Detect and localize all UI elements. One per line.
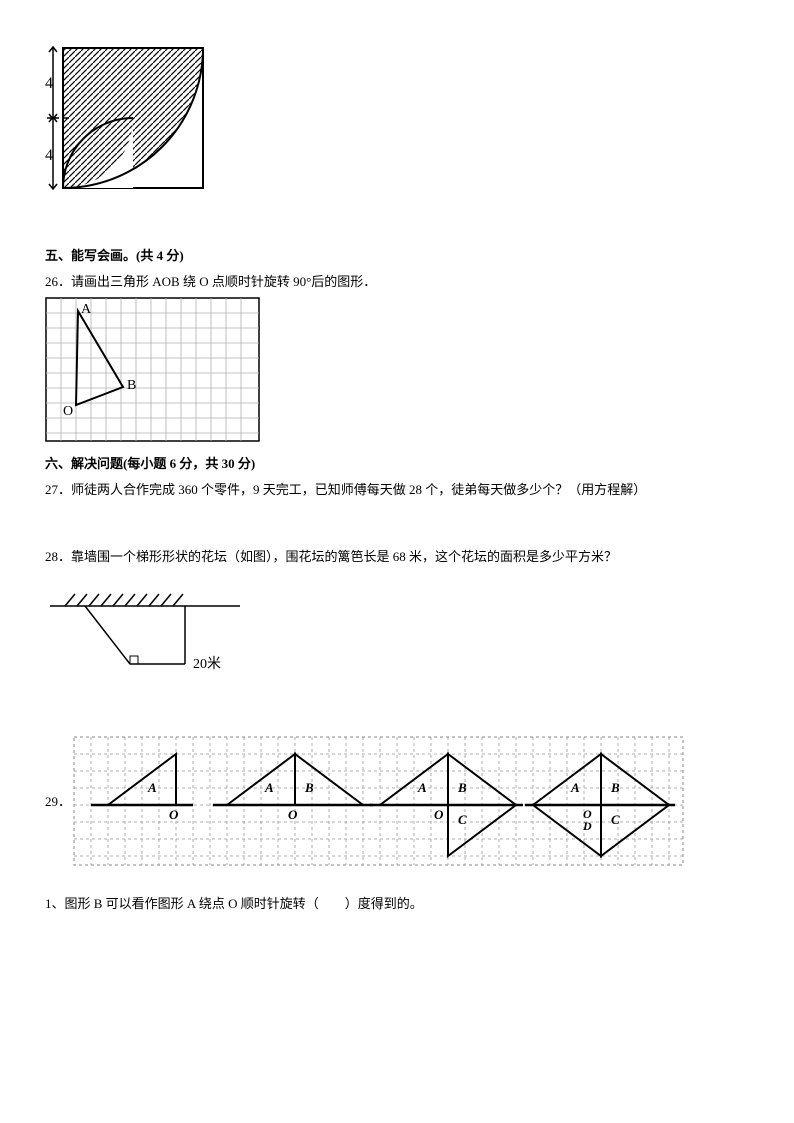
q29-rotations-svg: A O A B O A B C O A B C: [73, 736, 688, 868]
q29-sub1: 1、图形 B 可以看作图形 A 绕点 O 顺时针旋转（ ）度得到的。: [45, 893, 749, 915]
p3-O: O: [434, 807, 444, 822]
p4-C: C: [611, 812, 620, 827]
p2-A: A: [264, 780, 274, 795]
dim-label-4-top: 4: [45, 75, 53, 92]
p2-O: O: [288, 807, 298, 822]
p3-A: A: [417, 780, 427, 795]
p4-B: B: [610, 780, 620, 795]
figure-wall-trapezoid: 20米: [45, 586, 749, 681]
vertex-O: O: [63, 404, 73, 419]
q26-text: 26．请画出三角形 AOB 绕 O 点顺时针旋转 90°后的图形．: [45, 271, 749, 293]
p2-B: B: [304, 780, 314, 795]
label-20m: 20米: [193, 656, 221, 672]
q29-prefix: 29．: [45, 791, 71, 813]
p3-B: B: [457, 780, 467, 795]
figure-grid-triangle: A B O: [45, 297, 749, 445]
p1-A: A: [147, 780, 157, 795]
grid-triangle-svg: A B O: [45, 297, 265, 445]
section5-heading: 五、能写会画。(共 4 分): [45, 245, 749, 267]
p1-O: O: [169, 807, 179, 822]
vertex-A: A: [81, 302, 92, 317]
q27-text: 27．师徒两人合作完成 360 个零件，9 天完工，已知师傅每天做 28 个，徒…: [45, 479, 749, 501]
section6-heading: 六、解决问题(每小题 6 分，共 30 分): [45, 453, 749, 475]
q28-text: 28．靠墙围一个梯形形状的花坛（如图），围花坛的篱笆长是 68 米，这个花坛的面…: [45, 546, 749, 568]
wall-trapezoid-svg: 20米: [45, 586, 245, 681]
figure-arcs-square: 4 4: [45, 45, 749, 190]
p4-A: A: [570, 780, 580, 795]
vertex-B: B: [127, 378, 136, 393]
dim-label-4-bottom: 4: [45, 147, 53, 164]
arcs-square-svg: 4 4: [45, 45, 205, 190]
p3-C: C: [458, 812, 467, 827]
p4-D: D: [582, 819, 592, 833]
q29-row: 29．: [45, 736, 749, 868]
